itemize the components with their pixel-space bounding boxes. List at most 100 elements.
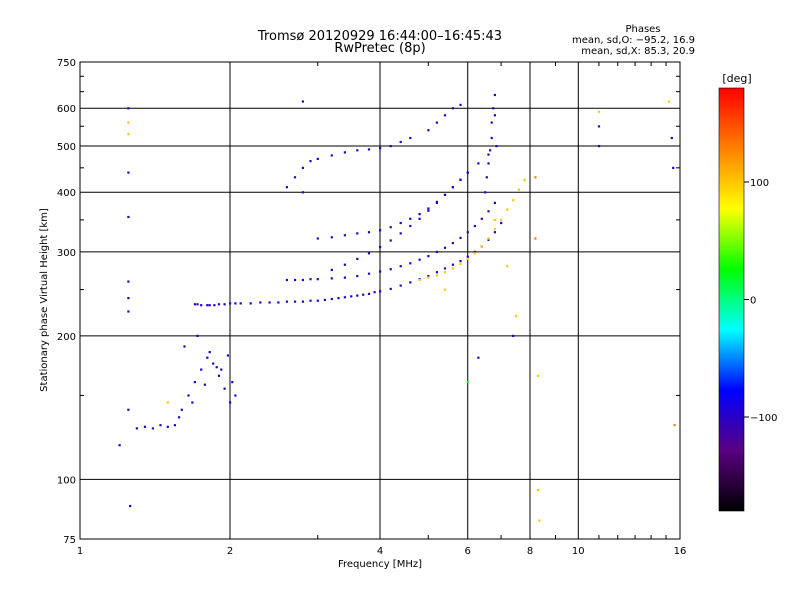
colorbar-tick-label: 0	[750, 296, 756, 307]
data-point	[356, 149, 359, 152]
data-point	[127, 121, 130, 124]
y-tick-label: 750	[57, 58, 76, 69]
data-point	[118, 444, 121, 447]
data-point	[409, 224, 412, 228]
data-point	[493, 93, 496, 97]
data-point	[285, 186, 288, 189]
data-point	[173, 424, 176, 427]
data-point	[427, 255, 430, 258]
y-tick-label: 100	[57, 475, 76, 486]
data-point	[459, 103, 462, 106]
data-point	[466, 231, 469, 234]
data-point	[293, 176, 297, 179]
data-point	[196, 334, 199, 337]
data-point	[301, 166, 304, 169]
data-point	[223, 387, 226, 390]
data-point	[409, 281, 412, 284]
data-point	[427, 129, 430, 132]
data-point	[135, 427, 138, 430]
data-point	[217, 374, 221, 377]
data-point	[672, 166, 675, 169]
data-point	[389, 268, 392, 271]
data-point	[166, 401, 169, 404]
data-point	[451, 186, 454, 189]
data-point	[484, 191, 487, 194]
y-axis-label: Stationary phase Virtual Height [km]	[39, 208, 50, 392]
data-point	[418, 278, 421, 282]
data-point	[435, 250, 438, 253]
data-point	[492, 107, 495, 110]
x-axis-label: Frequency [MHz]	[338, 559, 422, 570]
data-point	[427, 207, 430, 210]
data-point	[409, 262, 412, 265]
data-point	[337, 297, 340, 300]
data-point	[231, 381, 234, 384]
data-point	[343, 234, 346, 237]
data-point	[466, 255, 469, 258]
data-point	[667, 100, 671, 103]
data-point	[285, 278, 288, 282]
data-point	[451, 242, 454, 245]
data-point	[159, 424, 162, 427]
data-point	[523, 178, 526, 181]
x-tick-label: 1	[77, 546, 83, 557]
colorbar-tick-label: −100	[750, 413, 777, 424]
data-point	[343, 263, 346, 266]
x-tick-label: 2	[227, 546, 233, 557]
x-tick-label: 6	[465, 546, 471, 557]
data-point	[277, 301, 280, 304]
grid-lines	[80, 62, 680, 539]
data-point	[249, 302, 252, 305]
data-point	[466, 257, 469, 260]
y-tick-label: 500	[57, 142, 76, 153]
x-tick-label: 8	[527, 546, 533, 557]
data-point	[418, 258, 421, 261]
chart-subtitle: RwPretec (8p)	[334, 41, 425, 56]
data-point	[379, 229, 382, 232]
data-point	[670, 136, 673, 140]
data-point	[234, 302, 237, 305]
data-point	[293, 278, 297, 282]
data-point	[330, 268, 333, 271]
data-point	[178, 416, 181, 419]
data-point	[127, 132, 130, 136]
data-point	[515, 315, 518, 318]
data-point	[208, 304, 211, 307]
data-point	[517, 188, 521, 191]
data-point	[127, 408, 130, 411]
data-point	[443, 246, 447, 249]
data-point	[373, 291, 376, 294]
data-point	[350, 295, 353, 298]
data-point	[409, 217, 412, 220]
y-tick-label: 300	[57, 248, 76, 259]
colorbar-label: [deg]	[722, 72, 751, 85]
data-point	[193, 303, 196, 306]
data-point	[129, 504, 132, 508]
data-point	[443, 271, 447, 274]
data-point	[487, 162, 490, 165]
data-point	[293, 300, 297, 303]
data-point	[379, 270, 382, 273]
x-tick-label: 4	[377, 546, 383, 557]
data-point	[485, 176, 488, 179]
data-point	[418, 213, 421, 216]
data-point	[477, 356, 480, 359]
data-point	[480, 217, 483, 220]
data-point	[234, 394, 237, 397]
data-point	[451, 267, 454, 270]
data-point	[367, 272, 371, 275]
data-point	[493, 114, 496, 117]
data-point	[206, 304, 209, 307]
data-point	[399, 140, 402, 144]
data-point	[537, 374, 540, 377]
data-point	[127, 171, 130, 174]
x-axis-ticks: 1 2 4 6 8 10 16	[77, 62, 686, 557]
data-point	[477, 162, 480, 165]
data-point	[538, 519, 541, 522]
data-point	[493, 218, 496, 222]
data-point	[330, 154, 333, 157]
data-point	[143, 425, 147, 428]
data-point	[399, 265, 402, 268]
data-point	[673, 424, 676, 427]
